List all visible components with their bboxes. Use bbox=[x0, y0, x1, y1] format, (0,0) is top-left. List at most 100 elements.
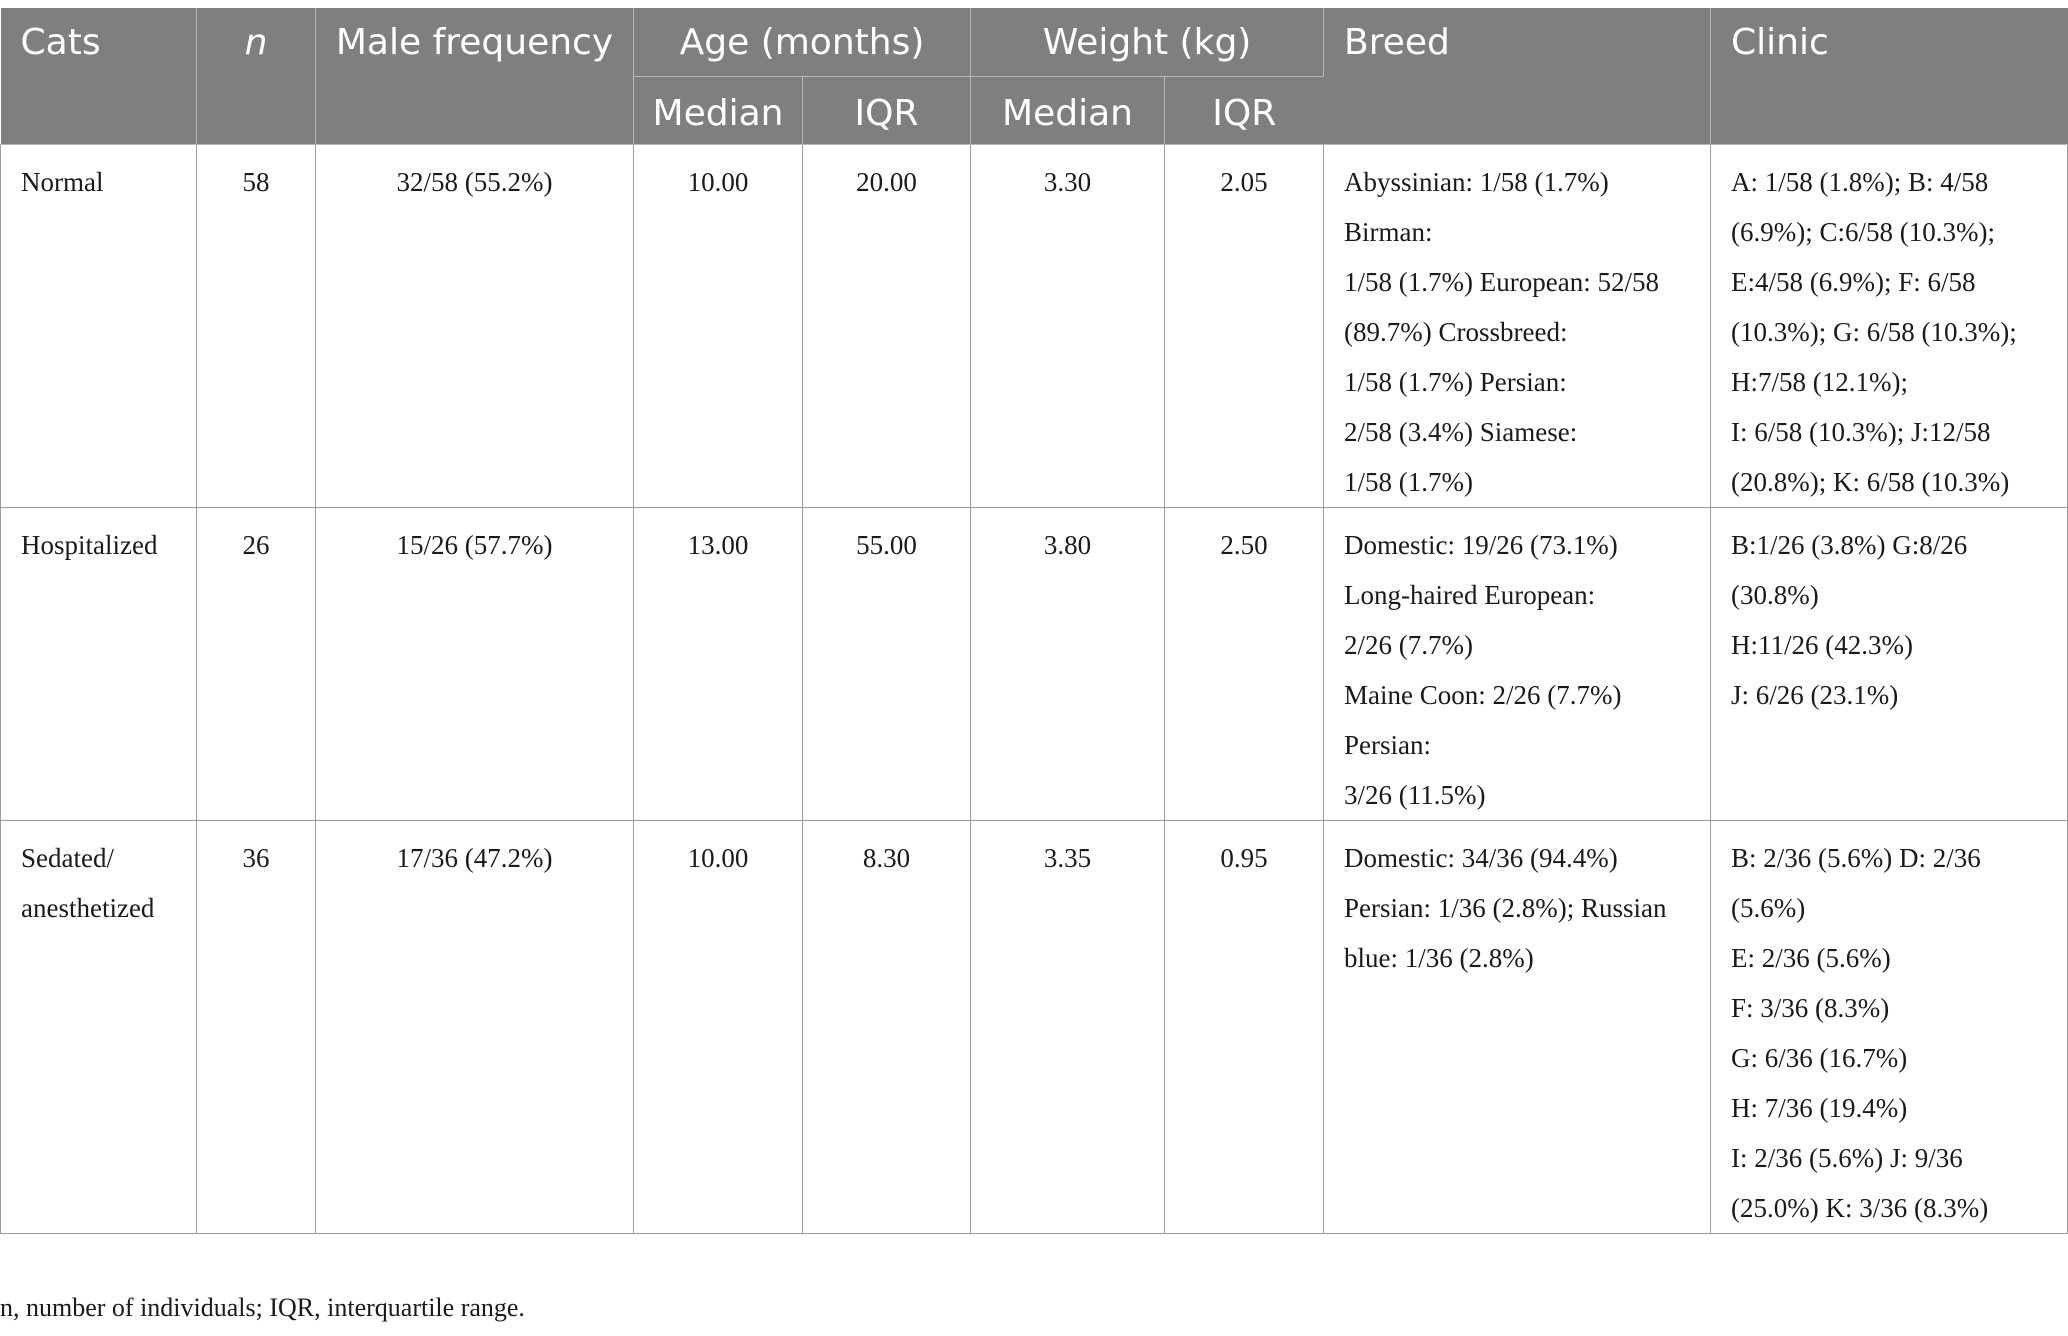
cell-breed: Domestic: 19/26 (73.1%) Long-haired Euro… bbox=[1323, 506, 1712, 821]
clinic-line: H:11/26 (42.3%) bbox=[1731, 629, 1913, 660]
cell-male-frequency-text: 17/36 (47.2%) bbox=[396, 842, 553, 873]
cell-age-median: 10.00 bbox=[633, 819, 803, 1234]
clinic-line: B:1/26 (3.8%) G:8/26 bbox=[1731, 529, 1968, 560]
breed-line: 1/58 (1.7%) Persian: bbox=[1344, 366, 1567, 397]
table-row: Normal 58 32/58 (55.2%) 10.00 20.00 3.30… bbox=[0, 143, 2068, 508]
table-row: Sedated/ anesthetized 36 17/36 (47.2%) 1… bbox=[0, 819, 2068, 1234]
cell-breed: Abyssinian: 1/58 (1.7%) Birman: 1/58 (1.… bbox=[1323, 143, 1712, 508]
breed-line: 2/58 (3.4%) Siamese: bbox=[1344, 416, 1578, 447]
breed-line: (89.7%) Crossbreed: bbox=[1344, 316, 1568, 347]
clinic-line: (30.8%) bbox=[1731, 579, 1819, 610]
cell-age-median-text: 10.00 bbox=[687, 842, 749, 873]
clinic-line: B: 2/36 (5.6%) D: 2/36 bbox=[1731, 842, 1981, 873]
cell-age-iqr-text: 55.00 bbox=[856, 529, 917, 560]
header-n: n bbox=[196, 8, 316, 145]
cell-clinic-lines: B: 2/36 (5.6%) D: 2/36 (5.6%) E: 2/36 (5… bbox=[1731, 821, 2055, 1233]
cell-weight-iqr-text: 0.95 bbox=[1220, 842, 1268, 873]
breed-line: Maine Coon: 2/26 (7.7%) bbox=[1344, 679, 1622, 710]
cell-cats: Normal bbox=[0, 143, 197, 508]
breed-line: 1/58 (1.7%) European: 52/58 bbox=[1344, 266, 1659, 297]
header-age: Age (months) bbox=[633, 8, 972, 77]
clinic-line: I: 2/36 (5.6%) J: 9/36 bbox=[1731, 1142, 1963, 1173]
cell-n-text: 58 bbox=[242, 166, 270, 197]
cell-male-frequency: 32/58 (55.2%) bbox=[315, 143, 634, 508]
data-table-container: Cats n Male frequency Age (months) Weigh… bbox=[0, 8, 2068, 1234]
header-cats: Cats bbox=[0, 8, 197, 145]
clinic-line: I: 6/58 (10.3%); J:12/58 bbox=[1731, 416, 1991, 447]
header-age-iqr: IQR bbox=[802, 76, 972, 145]
clinic-line: (25.0%) K: 3/36 (8.3%) bbox=[1731, 1192, 1989, 1223]
breed-line: Domestic: 19/26 (73.1%) bbox=[1344, 529, 1618, 560]
cell-n: 36 bbox=[196, 819, 316, 1234]
cell-cats-text: Hospitalized bbox=[21, 529, 158, 560]
cell-cats: Hospitalized bbox=[0, 506, 197, 821]
breed-line: Abyssinian: 1/58 (1.7%) bbox=[1344, 166, 1609, 197]
cell-clinic: A: 1/58 (1.8%); B: 4/58 (6.9%); C:6/58 (… bbox=[1710, 143, 2068, 508]
table-footnote: n, number of individuals; IQR, interquar… bbox=[0, 1293, 525, 1322]
cell-n-text: 36 bbox=[242, 842, 270, 873]
cell-age-iqr: 20.00 bbox=[801, 143, 972, 508]
breed-line: Persian: 1/36 (2.8%); Russian bbox=[1344, 892, 1667, 923]
clinic-line: H:7/58 (12.1%); bbox=[1731, 366, 1908, 397]
cell-weight-median: 3.80 bbox=[970, 506, 1166, 821]
cell-male-frequency-text: 32/58 (55.2%) bbox=[396, 166, 553, 197]
cell-breed: Domestic: 34/36 (94.4%) Persian: 1/36 (2… bbox=[1323, 819, 1712, 1234]
breed-line: 2/26 (7.7%) bbox=[1344, 629, 1473, 660]
clinic-line: E:4/58 (6.9%); F: 6/58 bbox=[1731, 266, 1976, 297]
cell-weight-iqr-text: 2.50 bbox=[1220, 529, 1268, 560]
header-row-1: Cats n Male frequency Age (months) Weigh… bbox=[0, 8, 2068, 145]
cell-male-frequency: 17/36 (47.2%) bbox=[315, 819, 634, 1234]
cell-n: 26 bbox=[196, 506, 316, 821]
header-breed: Breed bbox=[1323, 8, 1712, 145]
clinic-line: (6.9%); C:6/58 (10.3%); bbox=[1731, 216, 1995, 247]
cell-weight-iqr: 2.50 bbox=[1164, 506, 1325, 821]
cell-age-median-text: 10.00 bbox=[687, 166, 749, 197]
cell-weight-median: 3.35 bbox=[970, 819, 1166, 1234]
cell-weight-median-text: 3.35 bbox=[1043, 842, 1092, 873]
cell-weight-iqr: 2.05 bbox=[1164, 143, 1325, 508]
cell-cats-text: Normal bbox=[21, 166, 104, 197]
cell-age-iqr-text: 20.00 bbox=[856, 166, 917, 197]
cell-n-text: 26 bbox=[242, 529, 270, 560]
cell-male-frequency-text: 15/26 (57.7%) bbox=[396, 529, 553, 560]
clinic-line: (5.6%) bbox=[1731, 892, 1806, 923]
header-age-median: Median bbox=[633, 76, 803, 145]
breed-line: Long-haired European: bbox=[1344, 579, 1596, 610]
cell-clinic-lines: A: 1/58 (1.8%); B: 4/58 (6.9%); C:6/58 (… bbox=[1731, 145, 2055, 507]
clinic-line: F: 3/36 (8.3%) bbox=[1731, 992, 1890, 1023]
cell-male-frequency: 15/26 (57.7%) bbox=[315, 506, 634, 821]
cell-breed-lines: Domestic: 19/26 (73.1%) Long-haired Euro… bbox=[1344, 508, 1698, 820]
cell-clinic: B:1/26 (3.8%) G:8/26 (30.8%) H:11/26 (42… bbox=[1710, 506, 2068, 821]
header-male-frequency: Male frequency bbox=[315, 8, 634, 145]
clinic-line: H: 7/36 (19.4%) bbox=[1731, 1092, 1908, 1123]
breed-line: 1/58 (1.7%) bbox=[1344, 466, 1473, 497]
cell-age-median: 10.00 bbox=[633, 143, 803, 508]
header-weight: Weight (kg) bbox=[970, 8, 1325, 77]
header-weight-iqr: IQR bbox=[1164, 76, 1324, 145]
cell-weight-iqr-text: 2.05 bbox=[1220, 166, 1268, 197]
cell-age-median: 13.00 bbox=[633, 506, 803, 821]
cell-weight-iqr: 0.95 bbox=[1164, 819, 1325, 1234]
cell-clinic: B: 2/36 (5.6%) D: 2/36 (5.6%) E: 2/36 (5… bbox=[1710, 819, 2068, 1234]
cell-breed-lines: Domestic: 34/36 (94.4%) Persian: 1/36 (2… bbox=[1344, 821, 1698, 983]
header-weight-median: Median bbox=[970, 76, 1166, 145]
cats-summary-table: Cats n Male frequency Age (months) Weigh… bbox=[0, 8, 2068, 1234]
table-row: Hospitalized 26 15/26 (57.7%) 13.00 55.0… bbox=[0, 506, 2068, 821]
clinic-line: G: 6/36 (16.7%) bbox=[1731, 1042, 1908, 1073]
cell-breed-lines: Abyssinian: 1/58 (1.7%) Birman: 1/58 (1.… bbox=[1344, 145, 1698, 507]
breed-line: Birman: bbox=[1344, 216, 1433, 247]
cell-n: 58 bbox=[196, 143, 316, 508]
clinic-line: J: 6/26 (23.1%) bbox=[1731, 679, 1899, 710]
clinic-line: (20.8%); K: 6/58 (10.3%) bbox=[1731, 466, 2010, 497]
cell-age-iqr-text: 8.30 bbox=[862, 842, 911, 873]
cell-cats: Sedated/ anesthetized bbox=[0, 819, 197, 1234]
breed-line: Persian: bbox=[1344, 729, 1432, 760]
cell-clinic-lines: B:1/26 (3.8%) G:8/26 (30.8%) H:11/26 (42… bbox=[1731, 508, 2055, 720]
cats-line: Sedated/ bbox=[21, 842, 114, 873]
header-clinic: Clinic bbox=[1710, 8, 2068, 145]
cell-age-iqr: 8.30 bbox=[801, 819, 972, 1234]
clinic-line: A: 1/58 (1.8%); B: 4/58 bbox=[1731, 166, 1989, 197]
breed-line: 3/26 (11.5%) bbox=[1344, 779, 1486, 810]
cell-weight-median-text: 3.80 bbox=[1043, 529, 1092, 560]
clinic-line: (10.3%); G: 6/58 (10.3%); bbox=[1731, 316, 2017, 347]
